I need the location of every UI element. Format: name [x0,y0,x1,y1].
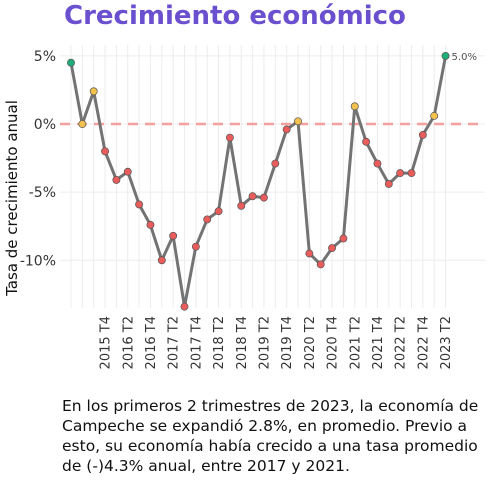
data-point [316,260,325,269]
axes: 5% 0% -5% -10% 2015 T4 2016 T2 2016 T4 2017 T2 2… [20,49,454,370]
data-point [328,244,336,252]
data-point [89,87,98,96]
x-tick-label: 2020 T2 [303,316,318,369]
data-point [350,102,359,111]
data-point [396,169,405,178]
grid [60,45,485,308]
line-chart: Crecimiento económico Tasa de crecimient… [3,1,485,370]
x-tick-label: 2018 T4 [235,316,250,369]
x-tick-label: 2020 T4 [326,316,341,369]
data-point [112,175,121,184]
last-value-label: 5.0% [452,52,477,63]
chart-title: Crecimiento económico [64,1,406,31]
y-tick-label: -10% [20,253,56,269]
data-point [407,169,416,178]
data-point [146,220,155,229]
data-point [384,180,393,188]
data-point [441,51,450,60]
chart-caption: En los primeros 2 trimestres de 2023, la… [62,397,479,475]
x-tick-label: 2021 T4 [371,316,386,369]
x-tick-label: 2022 T4 [416,316,431,369]
data-point [169,231,178,240]
data-point [101,147,110,156]
data-point [373,159,382,168]
data-point [123,167,132,176]
x-tick-label: 2023 T2 [439,316,454,369]
data-point [294,117,302,126]
x-tick-label: 2016 T2 [121,316,136,369]
data-point [214,207,223,216]
data-point [67,58,75,67]
x-tick-label: 2017 T4 [189,316,204,369]
x-tick-label: 2019 T4 [280,316,295,369]
series-line [69,55,448,309]
y-tick-label: -5% [29,185,56,201]
x-tick-label: 2015 T4 [99,316,114,369]
data-point [271,159,280,168]
x-tick-label: 2018 T2 [212,316,227,369]
x-tick-label: 2021 T2 [348,316,363,369]
data-point [225,133,234,142]
growth-line [69,55,448,309]
x-tick-label: 2017 T2 [167,316,182,369]
data-point [135,200,144,209]
data-point [180,302,189,311]
data-point [260,193,268,202]
data-point [362,137,371,146]
y-tick-label: 0% [34,117,56,133]
data-point [430,111,439,120]
data-point [191,242,200,251]
y-tick-label: 5% [34,49,56,65]
data-point [418,130,427,139]
data-point [305,249,314,258]
data-points [67,51,450,311]
data-point [339,234,348,243]
x-tick-label: 2016 T4 [144,316,159,369]
data-point [78,120,87,128]
data-point [203,215,212,224]
data-point [237,201,246,210]
y-axis-label: Tasa de crecimiento anual [3,100,21,297]
data-point [282,125,291,134]
x-tick-label: 2019 T2 [257,316,272,369]
data-point [248,192,257,201]
x-tick-label: 2022 T2 [394,316,409,369]
data-point [157,256,166,265]
